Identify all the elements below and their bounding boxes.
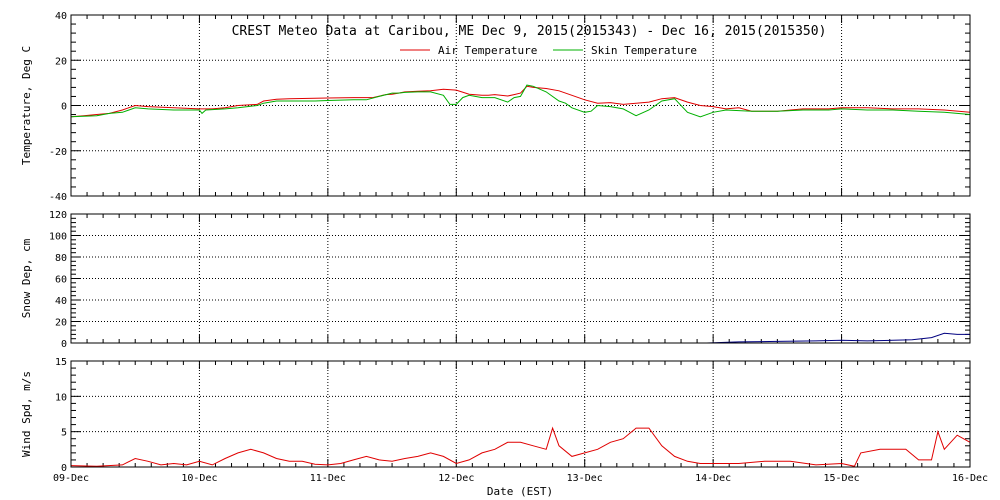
snow-depth-y-tick-label: 20 xyxy=(55,318,67,329)
temperature-y-tick-label: 0 xyxy=(61,102,67,113)
x-tick-label: 15-Dec xyxy=(824,473,860,484)
wind-speed-y-tick-label: 10 xyxy=(55,392,67,403)
snow-depth-y-tick-label: 120 xyxy=(49,210,67,221)
x-axis-title: Date (EST) xyxy=(487,485,553,498)
temperature-y-tick-label: 40 xyxy=(55,11,67,22)
skin-temperature-line xyxy=(70,84,971,118)
x-tick-label: 09-Dec xyxy=(53,473,89,484)
x-tick-label: 11-Dec xyxy=(310,473,346,484)
temperature-y-tick-label: -20 xyxy=(49,147,67,158)
legend-skin-temperature-label: Skin Temperature xyxy=(591,44,697,57)
legend-air-temperature-label: Air Temperature xyxy=(438,44,537,57)
wind-speed-panel: 0 5 10 15 Wind Spd, m/s xyxy=(20,357,971,474)
wind-speed-y-tick-label: 5 xyxy=(61,428,67,439)
snow-depth-plot-frame xyxy=(70,213,971,344)
wind-speed-y-axis-title: Wind Spd, m/s xyxy=(20,371,33,457)
temperature-panel: -40 -20 0 20 40 Temperature, Deg C xyxy=(20,11,971,203)
wind-speed-y-tick-label: 15 xyxy=(55,357,67,368)
snow-depth-y-axis-title: Snow Dep, cm xyxy=(20,238,33,318)
legend: Air Temperature Skin Temperature xyxy=(400,44,697,57)
wind-speed-series-line xyxy=(70,426,971,467)
wind-speed-y-tick-label: 0 xyxy=(61,463,67,474)
temperature-y-tick-label: -40 xyxy=(49,192,67,203)
snow-depth-y-tick-label: 80 xyxy=(55,253,67,264)
snow-depth-y-tick-label: 40 xyxy=(55,296,67,307)
temperature-plot-frame xyxy=(70,14,971,197)
temperature-y-tick-label: 20 xyxy=(55,56,67,67)
chart-title: CREST Meteo Data at Caribou, ME Dec 9, 2… xyxy=(232,24,827,39)
wind-speed-plot-frame xyxy=(70,360,971,468)
snow-depth-series-line xyxy=(706,332,970,344)
x-tick-label: 16-Dec xyxy=(952,473,988,484)
snow-depth-panel: 0 20 40 60 80 100 120 Snow Dep, cm xyxy=(20,210,971,350)
x-tick-label: 14-Dec xyxy=(695,473,731,484)
air-temperature-line xyxy=(70,85,971,118)
snow-depth-y-tick-label: 0 xyxy=(61,339,67,350)
snow-depth-y-tick-label: 100 xyxy=(49,232,67,243)
x-axis-tick-labels: 09-Dec 10-Dec 11-Dec 12-Dec 13-Dec 14-Dec 15-D… xyxy=(53,473,988,484)
snow-depth-y-tick-label: 60 xyxy=(55,275,67,286)
temperature-y-axis-title: Temperature, Deg C xyxy=(20,46,33,165)
x-tick-label: 13-Dec xyxy=(567,473,603,484)
x-tick-label: 12-Dec xyxy=(438,473,474,484)
x-tick-label: 10-Dec xyxy=(181,473,217,484)
